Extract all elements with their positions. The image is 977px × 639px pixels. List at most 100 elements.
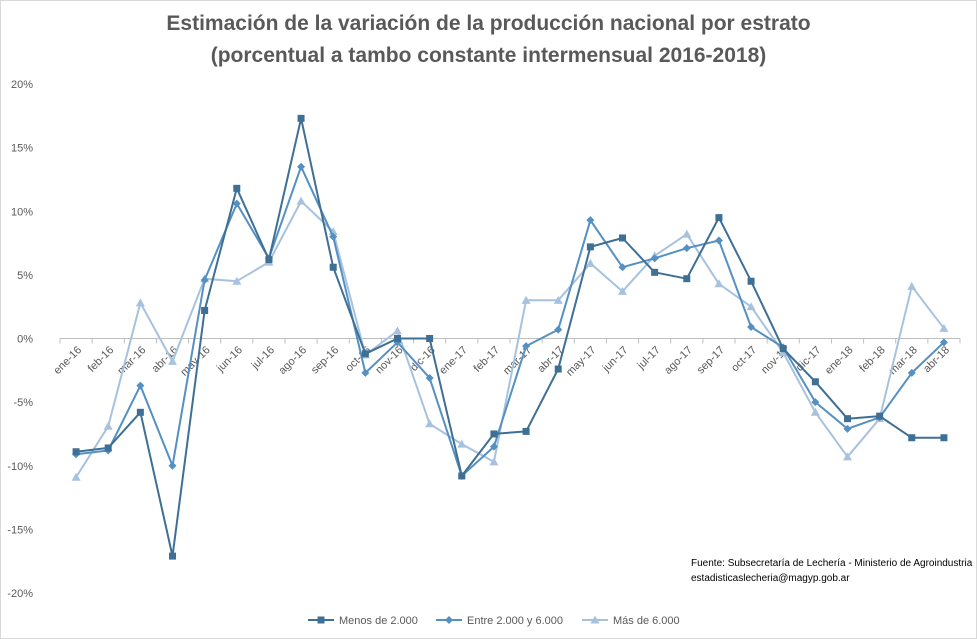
data-point-1 — [811, 378, 819, 386]
x-tick-label: dic-17 — [794, 344, 824, 374]
legend-marker-1 — [317, 616, 325, 624]
data-point-1 — [619, 234, 626, 242]
y-tick-label: -10% — [7, 461, 33, 473]
x-tick-label: jun-17 — [600, 344, 631, 375]
x-tick-label: ago-17 — [662, 344, 695, 377]
y-tick-label: -15% — [7, 524, 33, 536]
x-tick-label: feb-16 — [86, 344, 117, 375]
x-tick-label: ene-16 — [51, 344, 84, 377]
x-tick-label: sep-16 — [309, 344, 341, 376]
data-point-1 — [265, 256, 273, 264]
y-tick-label: 20% — [11, 79, 33, 91]
chart-title: Estimación de la variación de la producc… — [166, 12, 811, 35]
data-point-1 — [394, 335, 401, 342]
data-point-1 — [297, 114, 305, 122]
data-point-3 — [746, 302, 756, 311]
x-tick-label: sep-17 — [695, 344, 727, 376]
y-tick-label: 0% — [17, 334, 33, 346]
data-point-2 — [907, 368, 916, 377]
data-point-1 — [361, 350, 369, 358]
source-line: Fuente: Subsecretaría de Lechería - Mini… — [691, 558, 973, 569]
data-point-3 — [103, 421, 113, 430]
data-point-3 — [296, 196, 306, 205]
data-point-1 — [329, 263, 337, 271]
data-point-1 — [747, 277, 755, 285]
source-note: Fuente: Subsecretaría de Lechería - Mini… — [691, 556, 972, 586]
y-tick-label: -5% — [13, 397, 33, 409]
x-tick-label: feb-17 — [472, 344, 503, 375]
legend-marker-3 — [590, 615, 600, 624]
x-tick-label: jul-16 — [249, 344, 277, 372]
data-point-1 — [458, 472, 466, 480]
data-point-3 — [618, 286, 627, 295]
data-point-1 — [233, 184, 241, 192]
data-point-2 — [939, 338, 948, 347]
legend-label-2: Entre 2.000 y 6.000 — [467, 615, 563, 627]
data-point-2 — [232, 199, 241, 208]
data-point-2 — [747, 323, 756, 332]
series-line-3 — [75, 200, 945, 478]
data-point-2 — [522, 342, 531, 351]
data-point-3 — [232, 276, 242, 285]
legend-label-3: Más de 6.000 — [613, 615, 680, 627]
data-point-3 — [553, 295, 563, 304]
data-point-1 — [169, 552, 176, 560]
data-point-1 — [844, 415, 851, 423]
data-point-1 — [940, 434, 948, 442]
y-tick-label: 10% — [11, 206, 33, 218]
data-point-3 — [714, 279, 724, 288]
data-point-1 — [201, 307, 209, 315]
y-tick-label: 5% — [17, 270, 33, 282]
x-tick-label: ene-17 — [437, 344, 470, 377]
y-tick-label: 15% — [11, 143, 33, 155]
data-point-2 — [554, 325, 563, 334]
data-point-2 — [136, 381, 145, 390]
data-point-2 — [682, 244, 691, 253]
data-point-3 — [71, 472, 81, 481]
x-tick-label: jul-17 — [635, 344, 663, 372]
data-point-2 — [618, 263, 627, 272]
data-point-2 — [329, 232, 338, 241]
data-point-3 — [810, 407, 820, 416]
data-point-2 — [361, 368, 370, 377]
series-line-2 — [75, 165, 945, 477]
data-point-3 — [521, 295, 531, 304]
y-tick-label: -20% — [7, 588, 33, 600]
data-point-1 — [908, 434, 916, 442]
data-point-1 — [683, 275, 691, 283]
data-point-3 — [425, 419, 435, 428]
x-tick-label: ene-18 — [823, 344, 856, 377]
data-point-2 — [650, 254, 659, 263]
data-point-1 — [426, 335, 434, 342]
data-point-3 — [907, 281, 917, 290]
x-tick-label: mar-16 — [115, 344, 148, 377]
x-tick-label: ago-16 — [276, 344, 309, 377]
data-point-3 — [393, 326, 402, 335]
data-point-1 — [651, 268, 659, 276]
data-point-1 — [779, 345, 787, 353]
data-point-2 — [297, 162, 306, 171]
data-point-2 — [200, 275, 209, 284]
data-point-1 — [490, 430, 498, 438]
data-point-2 — [425, 373, 434, 382]
data-point-1 — [136, 408, 144, 416]
data-point-2 — [714, 236, 723, 245]
data-point-2 — [586, 216, 595, 225]
data-point-3 — [939, 323, 949, 332]
x-tick-label: may-17 — [564, 344, 598, 378]
data-point-2 — [168, 461, 177, 470]
data-point-1 — [554, 365, 562, 373]
series-line-1 — [75, 117, 944, 558]
x-tick-label: oct-17 — [729, 344, 759, 374]
x-tick-label: jun-16 — [214, 344, 245, 375]
legend-label-1: Menos de 2.000 — [339, 615, 418, 627]
data-point-3 — [843, 452, 852, 461]
data-point-1 — [104, 444, 112, 452]
x-tick-label: feb-18 — [857, 344, 888, 375]
data-point-1 — [876, 412, 884, 420]
data-point-3 — [168, 356, 177, 365]
data-point-1 — [715, 214, 723, 222]
chart-subtitle: (porcentual a tambo constante intermensu… — [210, 44, 767, 67]
data-point-1 — [72, 448, 80, 456]
data-point-2 — [811, 398, 820, 407]
